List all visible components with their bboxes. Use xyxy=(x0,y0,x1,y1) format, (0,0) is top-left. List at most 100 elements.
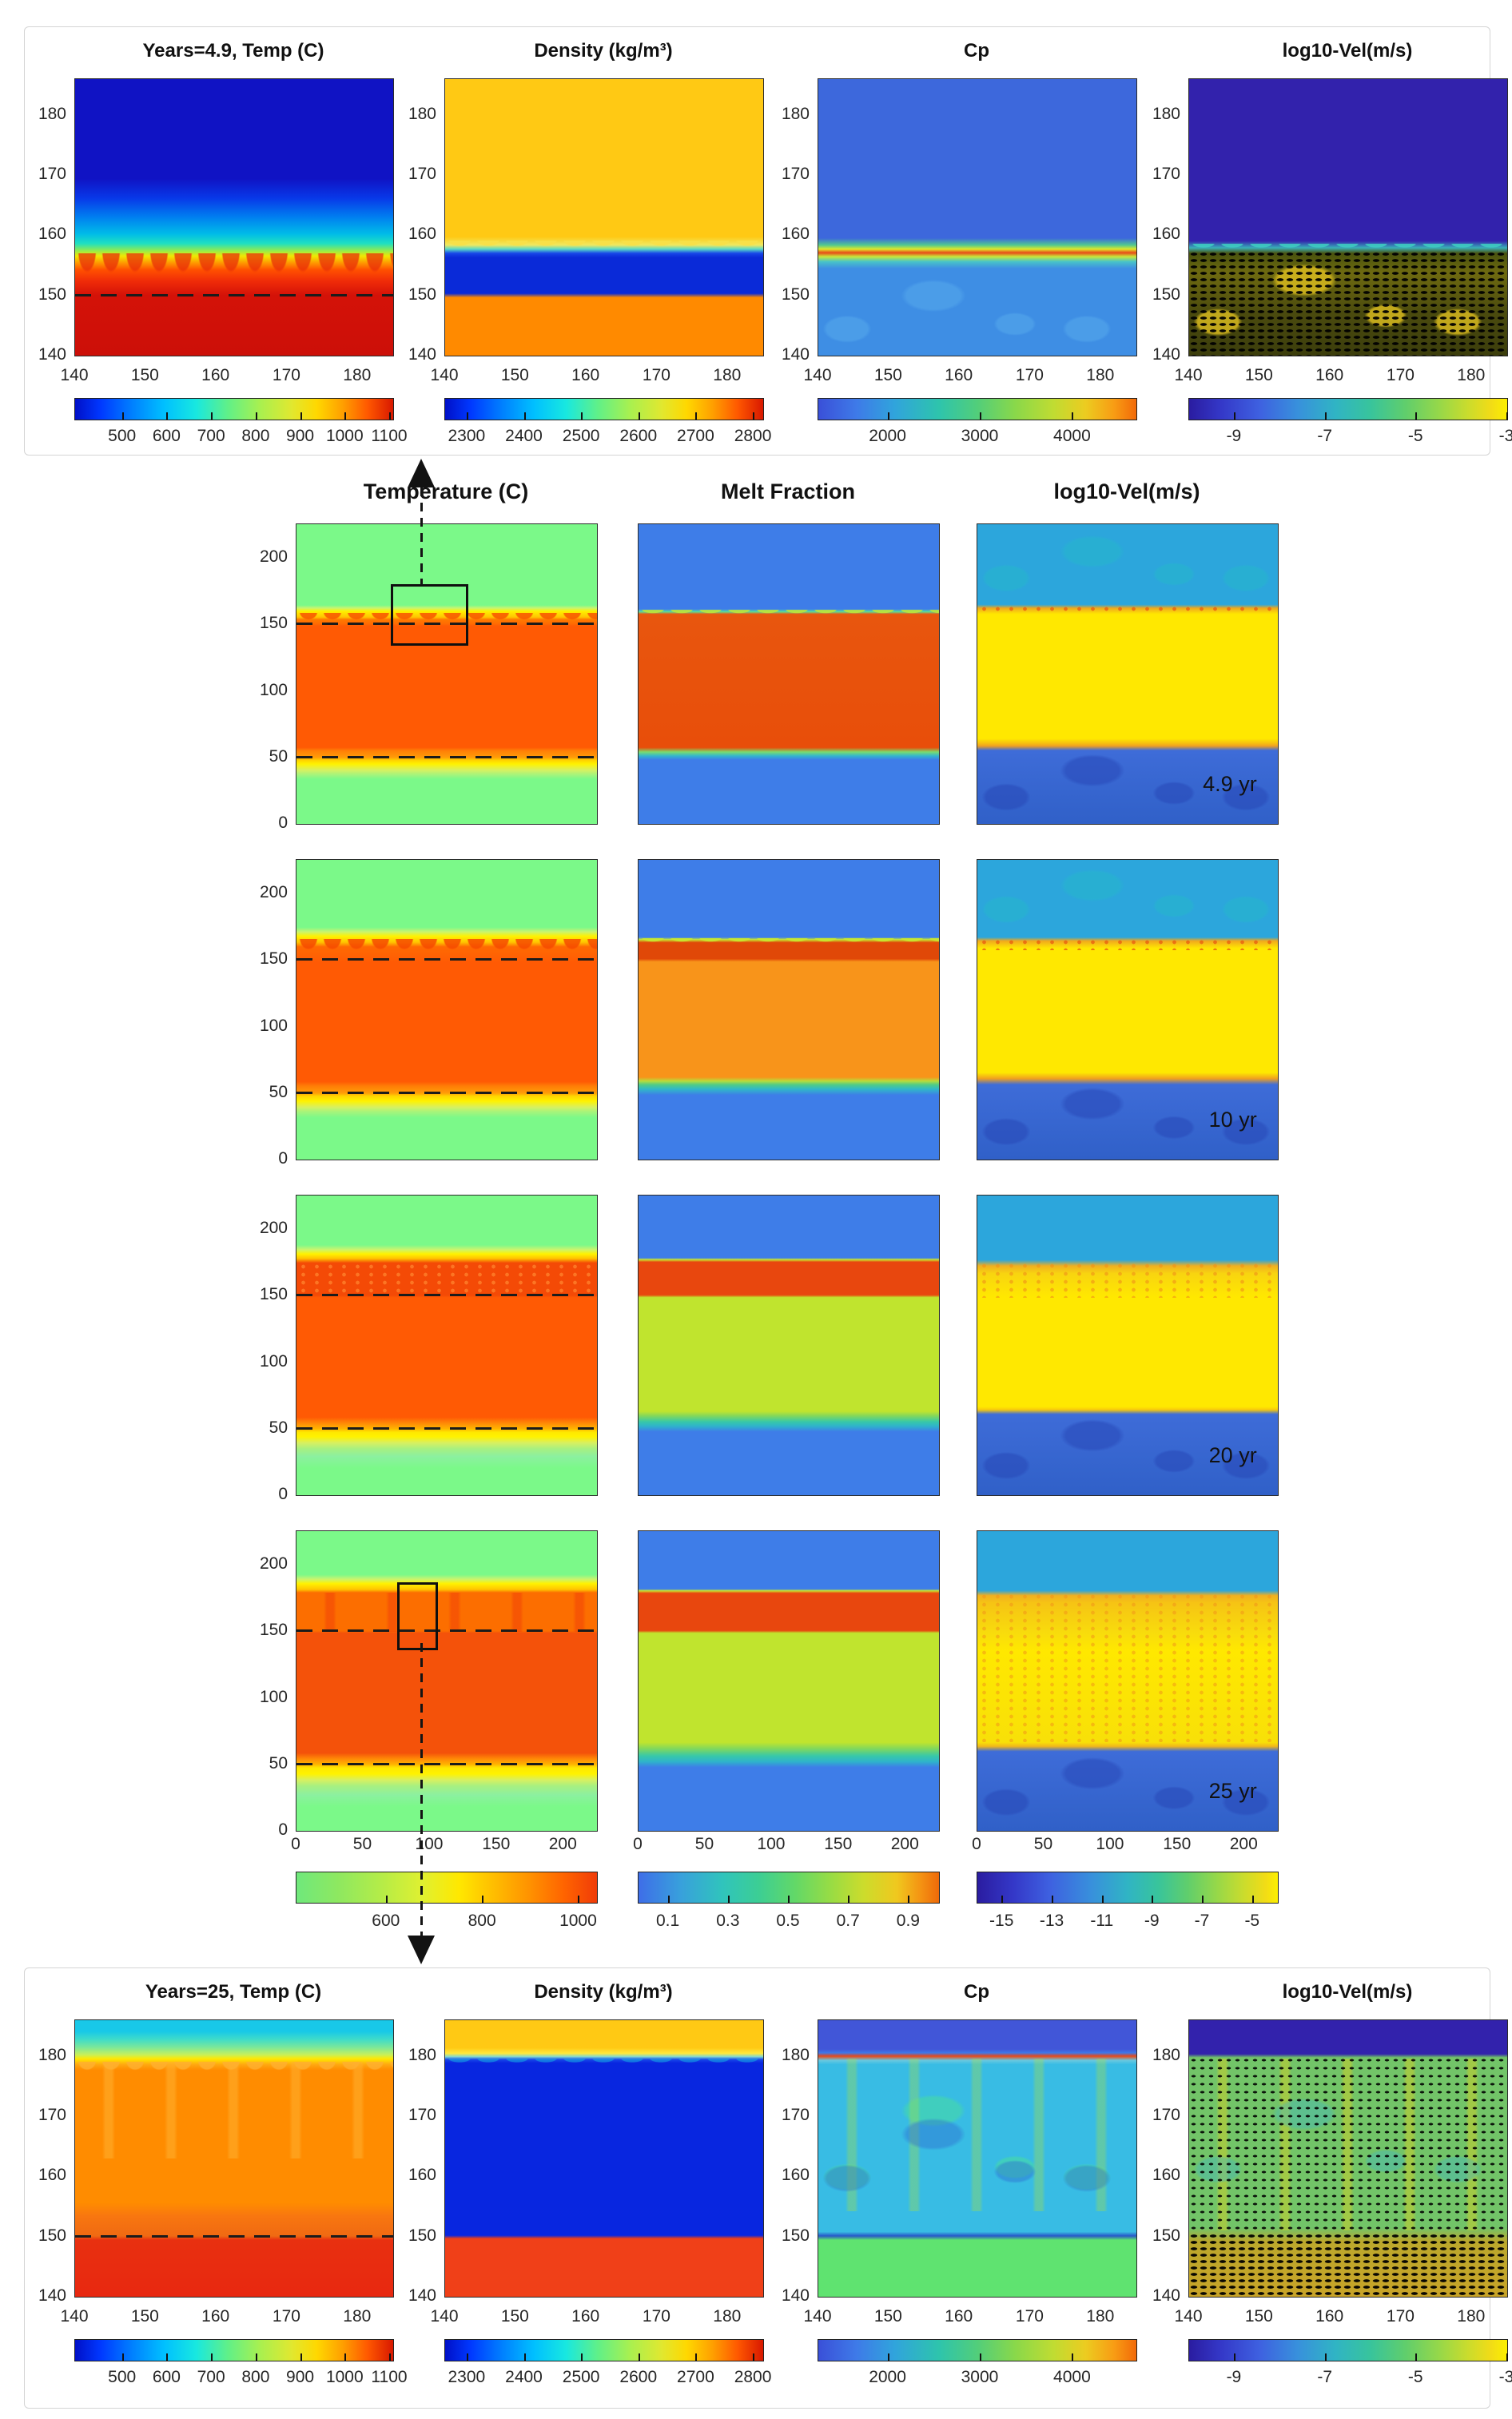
fingers-texture xyxy=(75,2061,393,2079)
y-tick-label: 200 xyxy=(259,1218,288,1237)
bottom-panel-title: Cp xyxy=(964,1981,989,2003)
y-tick-label: 170 xyxy=(38,2106,66,2125)
colorbar-tick xyxy=(638,412,640,420)
x-tick-label: 140 xyxy=(1174,366,1203,384)
bottom-panel-title: Density (kg/m³) xyxy=(534,1981,673,2003)
top-panel-title: log10-Vel(m/s) xyxy=(1282,40,1413,62)
colorbar-tick xyxy=(581,412,583,420)
colorbar-tick xyxy=(1233,2353,1235,2361)
colorbar-tick xyxy=(211,412,213,420)
quiver-heavy-texture xyxy=(1189,2233,1507,2297)
zoom-region-box xyxy=(396,1582,439,1650)
bottom-heatmap-plot xyxy=(74,2019,394,2298)
colorbar-tick-label: 600 xyxy=(372,1912,400,1930)
y-tick-label: 160 xyxy=(1152,2166,1180,2185)
y-tick-label: 150 xyxy=(259,613,288,632)
y-tick-label: 100 xyxy=(259,1351,288,1371)
y-tick-label: 140 xyxy=(38,345,66,364)
colorbar-tick xyxy=(1052,1896,1053,1903)
blobs-texture xyxy=(977,869,1278,929)
colorbar-tick-label: 2500 xyxy=(562,427,600,445)
mid-temperature-plot xyxy=(296,1530,598,1832)
x-tick-label: 180 xyxy=(713,366,742,384)
colorbar-tick xyxy=(121,412,124,420)
colorbar-tick-label: -11 xyxy=(1090,1912,1114,1930)
mid-velocity-plot: 25 yr xyxy=(977,1530,1279,1832)
colorbar-tick-label: 0.1 xyxy=(655,1912,680,1930)
colorbar-tick xyxy=(385,1896,388,1903)
colorbar-tick xyxy=(300,2353,302,2361)
colorbar-tick-label: 0.7 xyxy=(836,1912,860,1930)
bottom-heatmap-plot xyxy=(444,2019,764,2298)
y-tick-label: 100 xyxy=(259,1016,288,1035)
wave-texture xyxy=(639,610,939,617)
bottom-inset-panel-25yr: Years=25, Temp (C) 180 170 160 150 140 140 150 1… xyxy=(24,1967,1512,2409)
y-tick-label: 170 xyxy=(408,2106,436,2125)
colorbar-tick-label: -5 xyxy=(1407,427,1423,445)
wave-texture xyxy=(445,241,763,253)
dashed-depth-line xyxy=(296,1427,597,1430)
x-tick-label: 140 xyxy=(60,2307,89,2326)
colorbar-tick-label: -9 xyxy=(1226,2368,1242,2386)
fingers-texture xyxy=(296,612,597,627)
colorbar-tick xyxy=(788,1896,790,1903)
colorbar-tick-label: 800 xyxy=(241,427,270,445)
y-tick-label: 160 xyxy=(781,225,810,244)
colorbar-tick-label: 2800 xyxy=(734,2368,772,2386)
blobs-texture xyxy=(818,2064,1136,2230)
mid-velocity-plot: 4.9 yr xyxy=(977,523,1279,825)
speckle-texture xyxy=(977,1261,1278,1298)
colorbar-tick-label: 500 xyxy=(108,2368,137,2386)
x-tick-label: 150 xyxy=(824,1835,853,1853)
colorbar xyxy=(1188,2339,1508,2361)
colorbar-tick xyxy=(979,412,981,420)
colorbar-tick-label: 4000 xyxy=(1053,2368,1091,2386)
y-tick-label: 160 xyxy=(408,2166,436,2185)
y-tick-label: 50 xyxy=(269,746,288,766)
y-tick-label: 140 xyxy=(1152,345,1180,364)
y-tick-label: 100 xyxy=(259,680,288,699)
mid-velocity-plot: 10 yr xyxy=(977,859,1279,1160)
y-tick-label: 170 xyxy=(781,165,810,184)
y-tick-label: 0 xyxy=(278,1149,288,1168)
colorbar-tick-label: 1100 xyxy=(371,2368,408,2386)
x-tick-label: 160 xyxy=(945,366,973,384)
dashed-depth-line xyxy=(296,958,597,961)
x-tick-label: 180 xyxy=(1457,2307,1486,2326)
y-tick-label: 150 xyxy=(1152,284,1180,304)
fingers-texture xyxy=(296,939,597,961)
quiver-texture xyxy=(1189,2055,1507,2234)
colorbar-tick xyxy=(166,2353,169,2361)
colorbar-tick xyxy=(344,2353,347,2361)
colorbar-tick xyxy=(523,412,526,420)
colorbar-tick-label: -7 xyxy=(1317,427,1333,445)
colorbar-tick-label: 900 xyxy=(286,2368,315,2386)
speckle-texture xyxy=(296,1263,597,1295)
colorbar xyxy=(638,1872,940,1904)
colorbar-tick-label: 2000 xyxy=(869,2368,906,2386)
quiver-heavy-texture xyxy=(1189,250,1507,356)
x-tick-label: 200 xyxy=(548,1835,577,1853)
x-tick-label: 0 xyxy=(633,1835,643,1853)
colorbar-tick xyxy=(753,412,755,420)
x-tick-label: 180 xyxy=(343,2307,372,2326)
x-tick-label: 160 xyxy=(201,366,230,384)
y-tick-label: 140 xyxy=(1152,2286,1180,2305)
y-tick-label: 200 xyxy=(259,1554,288,1573)
colorbar-tick-label: -5 xyxy=(1407,2368,1423,2386)
x-tick-label: 150 xyxy=(130,366,159,384)
colorbar-tick xyxy=(1251,1896,1254,1903)
dashed-depth-line xyxy=(296,756,597,759)
y-tick-label: 170 xyxy=(1152,2106,1180,2125)
colorbar-tick xyxy=(695,412,698,420)
colorbar-tick xyxy=(466,412,468,420)
colorbar xyxy=(818,398,1137,420)
top-heatmap-plot xyxy=(818,78,1137,356)
colorbar-tick xyxy=(1072,2353,1074,2361)
zoom-region-box xyxy=(391,584,468,647)
top-panel-title: Density (kg/m³) xyxy=(534,40,673,62)
x-tick-label: 150 xyxy=(1163,1835,1192,1853)
y-tick-label: 150 xyxy=(38,2226,66,2245)
x-tick-label: 200 xyxy=(890,1835,919,1853)
colorbar-tick-label: -9 xyxy=(1226,427,1242,445)
